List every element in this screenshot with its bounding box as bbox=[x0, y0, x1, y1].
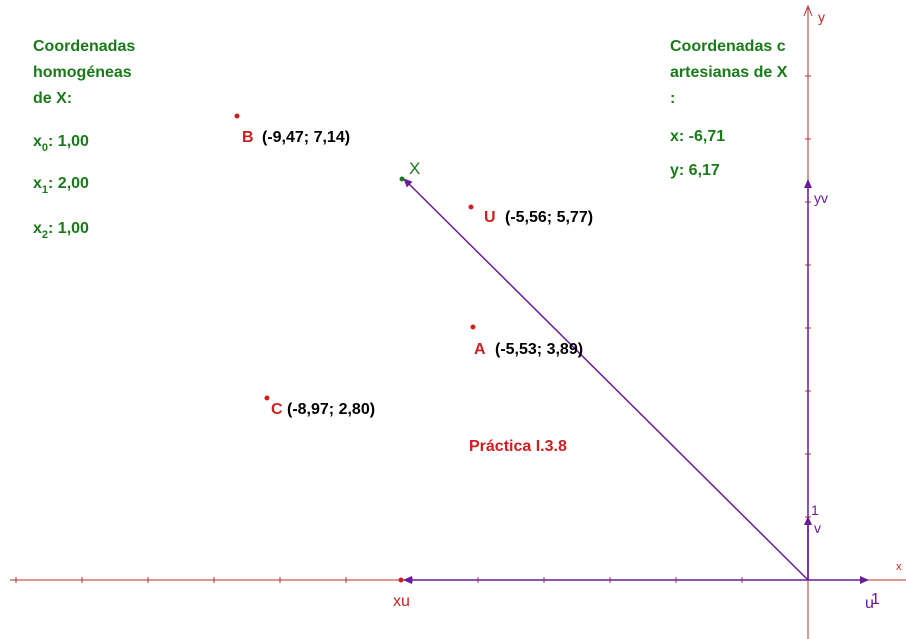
homogeneous-title-line-3: de X: bbox=[33, 90, 72, 107]
homogeneous-x1: x1: 2,00 bbox=[33, 175, 89, 196]
x0-value: : 1,00 bbox=[48, 133, 89, 150]
homogeneous-x2: x2: 1,00 bbox=[33, 220, 89, 241]
label-yv: yv bbox=[814, 190, 828, 206]
y-axis: y bbox=[803, 4, 825, 639]
point-x-name: X bbox=[409, 159, 420, 178]
x0-base: x bbox=[33, 133, 42, 150]
point-u[interactable] bbox=[468, 204, 474, 210]
x1-value: : 2,00 bbox=[48, 175, 89, 192]
cartesian-x-value: x: -6,71 bbox=[670, 128, 725, 145]
point-b[interactable] bbox=[234, 113, 240, 119]
x1-sub: 1 bbox=[42, 184, 48, 196]
point-b-name: B bbox=[242, 129, 254, 146]
homogeneous-coordinates: Coordenadas homogéneas de X: x0: 1,00 x1… bbox=[33, 38, 135, 241]
point-a-coords: (-5,53; 3,89) bbox=[495, 341, 583, 358]
y-axis-label: y bbox=[818, 9, 825, 25]
x2-sub: 2 bbox=[42, 229, 48, 241]
label-xu: xu bbox=[393, 593, 410, 610]
point-x[interactable] bbox=[399, 176, 405, 182]
point-u-coords: (-5,56; 5,77) bbox=[505, 209, 593, 226]
cartesian-title-line-3: : bbox=[670, 90, 675, 107]
point-a[interactable] bbox=[470, 324, 476, 330]
point-c-name: C bbox=[271, 401, 283, 418]
point-a-name: A bbox=[474, 341, 486, 358]
practice-title: Práctica I.3.8 bbox=[469, 438, 567, 455]
cartesian-y-value: y: 6,17 bbox=[670, 162, 720, 179]
x-axis-label: x bbox=[896, 561, 902, 573]
x2-value: : 1,00 bbox=[48, 220, 89, 237]
homogeneous-title-line-1: Coordenadas bbox=[33, 38, 135, 55]
x2-base: x bbox=[33, 220, 42, 237]
cartesian-title-line-1: Coordenadas c bbox=[670, 38, 786, 55]
label-v: v bbox=[814, 520, 821, 536]
point-u-name: U bbox=[484, 209, 496, 226]
homogeneous-title-line-2: homogéneas bbox=[33, 64, 132, 81]
cartesian-coordinates: Coordenadas c artesianas de X : x: -6,71… bbox=[670, 38, 788, 179]
x1-base: x bbox=[33, 175, 42, 192]
point-b-coords: (-9,47; 7,14) bbox=[262, 129, 350, 146]
homogeneous-x0: x0: 1,00 bbox=[33, 133, 89, 154]
label-one-v: 1 bbox=[811, 502, 819, 518]
point-c-coords: (-8,97; 2,80) bbox=[287, 401, 375, 418]
point-xu[interactable] bbox=[398, 577, 404, 583]
label-u: u bbox=[865, 595, 874, 612]
point-c[interactable] bbox=[264, 395, 270, 401]
label-one-u: 1 bbox=[871, 591, 880, 608]
basis-vectors bbox=[403, 178, 869, 584]
vector-x bbox=[403, 178, 809, 581]
cartesian-title-line-2: artesianas de X bbox=[670, 64, 788, 81]
x0-sub: 0 bbox=[42, 142, 48, 154]
